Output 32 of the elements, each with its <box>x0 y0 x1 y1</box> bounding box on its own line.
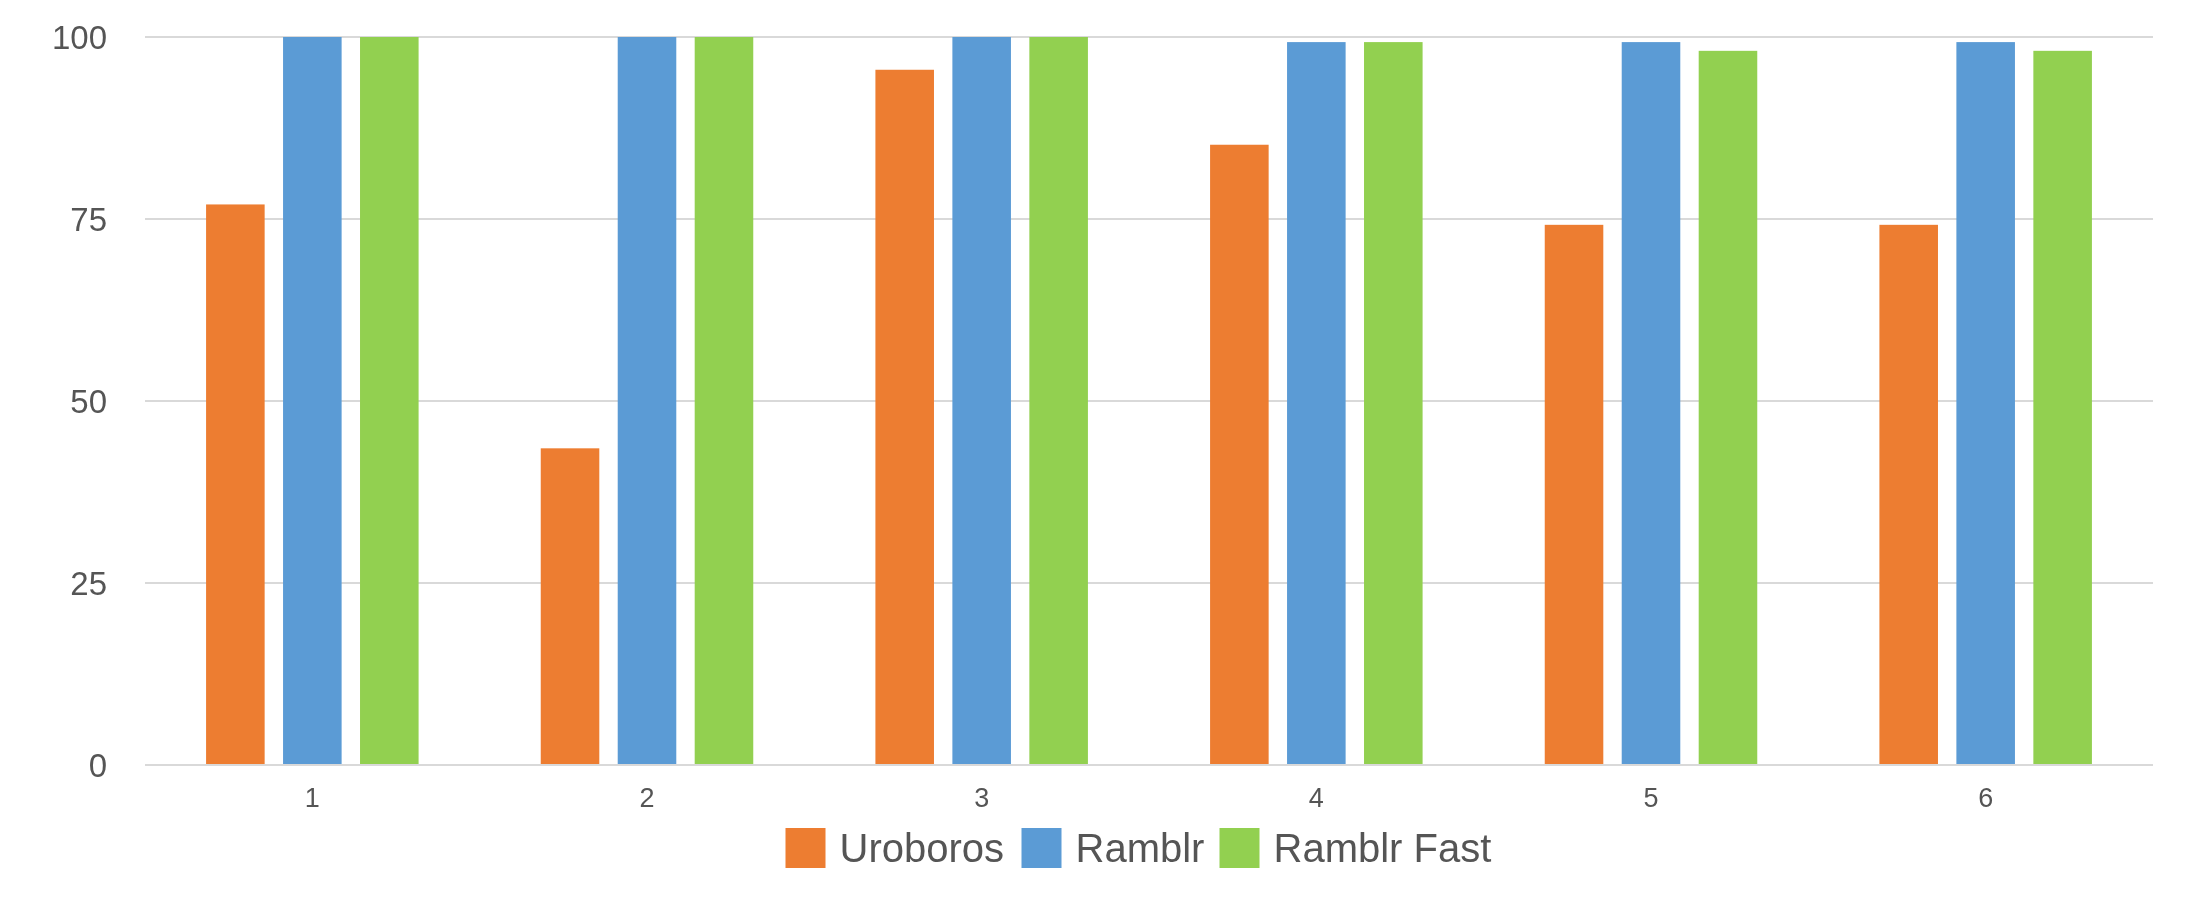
bar <box>206 204 265 765</box>
bar <box>1621 42 1681 765</box>
x-tick-label: 3 <box>974 783 990 813</box>
bar <box>952 37 1011 765</box>
bar <box>1029 37 1088 765</box>
bar <box>875 69 934 765</box>
x-tick-label: 2 <box>639 783 655 813</box>
bar <box>283 37 342 765</box>
x-tick-label: 4 <box>1308 783 1324 813</box>
bar <box>1210 144 1269 765</box>
legend-label: Ramblr <box>1075 826 1205 870</box>
bar <box>2033 50 2092 765</box>
x-tick-label: 5 <box>1643 783 1659 813</box>
bar <box>617 37 677 765</box>
bar <box>360 37 419 765</box>
bar <box>1698 50 1758 765</box>
bar <box>1287 42 1346 765</box>
bar <box>1879 224 1938 765</box>
bar <box>694 37 754 765</box>
legend-label: Ramblr Fast <box>1273 826 1492 870</box>
bar <box>540 448 600 765</box>
y-tick-label: 100 <box>51 18 107 56</box>
bar <box>1364 42 1423 765</box>
legend-label: Uroboros <box>839 826 1005 870</box>
x-tick-label: 1 <box>304 783 320 813</box>
bar <box>1956 42 2015 765</box>
y-tick-label: 50 <box>70 382 107 420</box>
y-tick-label: 75 <box>70 200 107 238</box>
bar <box>1544 224 1604 765</box>
x-tick-label: 6 <box>1978 783 1994 813</box>
y-tick-label: 25 <box>70 564 107 602</box>
y-tick-label: 0 <box>88 746 107 784</box>
